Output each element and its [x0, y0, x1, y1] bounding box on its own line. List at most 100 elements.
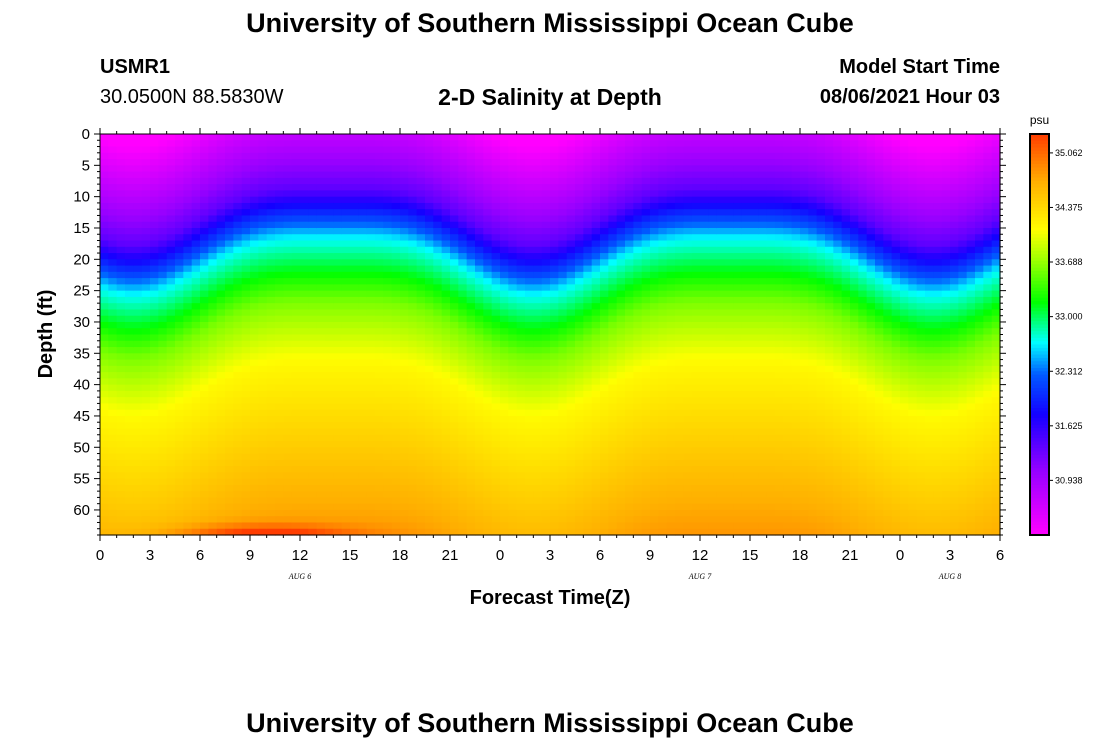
x-tick-label: 21	[842, 547, 859, 564]
colorbar-segment	[1030, 341, 1049, 346]
y-tick-label: 60	[73, 502, 90, 519]
y-tick-label: 15	[73, 220, 90, 237]
x-tick-label: 9	[246, 547, 254, 564]
colorbar-segment	[1030, 277, 1049, 282]
colorbar-segment	[1030, 160, 1049, 165]
colorbar-segment	[1030, 224, 1049, 229]
colorbar-segment	[1030, 134, 1049, 138]
y-tick-label: 20	[73, 251, 90, 268]
colorbar-segment	[1030, 247, 1049, 252]
colorbar-segment	[1030, 468, 1049, 473]
colorbar-segment	[1030, 281, 1049, 285]
colorbar-segment	[1030, 337, 1049, 342]
x-axis-label: Forecast Time(Z)	[470, 587, 631, 609]
colorbar-segment	[1030, 411, 1049, 416]
colorbar-segment	[1030, 200, 1049, 205]
colorbar-segment	[1030, 474, 1049, 479]
colorbar-segment	[1030, 524, 1049, 529]
colorbar-segment	[1030, 307, 1049, 312]
colorbar-segment	[1030, 484, 1049, 489]
colorbar-segment	[1030, 184, 1049, 189]
colorbar-segment	[1030, 471, 1049, 476]
colorbar-segment	[1030, 508, 1049, 513]
colorbar-segment	[1030, 237, 1049, 242]
x-tick-label: 0	[96, 547, 104, 564]
colorbar-segment	[1030, 287, 1049, 292]
colorbar-segment	[1030, 324, 1049, 329]
colorbar-segment	[1030, 354, 1049, 359]
colorbar-tick-label: 34.375	[1055, 202, 1083, 212]
y-tick-label: 10	[73, 189, 90, 206]
colorbar-segment	[1030, 384, 1049, 389]
colorbar-segment	[1030, 267, 1049, 272]
colorbar-segment	[1030, 421, 1049, 426]
y-tick-label: 25	[73, 283, 90, 300]
colorbar-segment	[1030, 521, 1049, 526]
y-tick-label: 45	[73, 408, 90, 425]
colorbar-segment	[1030, 531, 1049, 536]
colorbar-segment	[1030, 214, 1049, 219]
y-tick-label: 40	[73, 377, 90, 394]
colorbar-segment	[1030, 174, 1049, 179]
colorbar-segment	[1030, 518, 1049, 523]
x-tick-label: 6	[996, 547, 1004, 564]
colorbar-segment	[1030, 438, 1049, 443]
colorbar-segment	[1030, 327, 1049, 332]
colorbar-segment	[1030, 297, 1049, 302]
colorbar-segment	[1030, 431, 1049, 436]
colorbar-segment	[1030, 217, 1049, 222]
colorbar-segment	[1030, 511, 1049, 516]
x-tick-label: 6	[196, 547, 204, 564]
colorbar-segment	[1030, 481, 1049, 486]
y-axis-label: Depth (ft)	[35, 290, 57, 379]
colorbar-segment	[1030, 167, 1049, 172]
y-tick-label: 5	[82, 157, 90, 174]
colorbar-segment	[1030, 441, 1049, 446]
colorbar-segment	[1030, 394, 1049, 399]
colorbar-segment	[1030, 334, 1049, 339]
colorbar-segment	[1030, 514, 1049, 519]
x-tick-label: 6	[596, 547, 604, 564]
colorbar-segment	[1030, 391, 1049, 396]
page-title: University of Southern Mississippi Ocean…	[246, 8, 854, 38]
station-coordinates: 30.0500N 88.5830W	[100, 86, 284, 108]
colorbar-segment	[1030, 204, 1049, 209]
colorbar-tick-label: 33.000	[1055, 312, 1083, 322]
colorbar-unit: psu	[1030, 113, 1049, 127]
y-tick-label: 35	[73, 345, 90, 362]
colorbar-segment	[1030, 144, 1049, 148]
colorbar-segment	[1030, 257, 1049, 262]
colorbar-segment	[1030, 264, 1049, 269]
colorbar-segment	[1030, 498, 1049, 503]
colorbar-tick-label: 30.938	[1055, 475, 1083, 485]
x-tick-label: 3	[946, 547, 954, 564]
colorbar-segment	[1030, 444, 1049, 449]
colorbar-tick-label: 31.625	[1055, 421, 1083, 431]
colorbar-segment	[1030, 414, 1049, 419]
colorbar-segment	[1030, 491, 1049, 496]
colorbar-segment	[1030, 317, 1049, 322]
colorbar-segment	[1030, 147, 1049, 152]
colorbar-segment	[1030, 250, 1049, 255]
colorbar-segment	[1030, 234, 1049, 239]
colorbar-segment	[1030, 501, 1049, 506]
colorbar-segment	[1030, 190, 1049, 195]
colorbar-segment	[1030, 464, 1049, 469]
colorbar-segment	[1030, 434, 1049, 439]
colorbar-segment	[1030, 271, 1049, 275]
colorbar-segment	[1030, 197, 1049, 202]
date-label: AUG 8	[938, 572, 961, 581]
x-tick-label: 15	[742, 547, 759, 564]
colorbar-segment	[1030, 187, 1049, 192]
colorbar-segment	[1030, 240, 1049, 245]
x-axis: 0 3 6 9 12 15 18 21 0 3 6 9 12 15 18 21 0 3 6 AUG 6 AUG 7 AUG…	[96, 128, 1004, 581]
colorbar-tick-label: 35.062	[1055, 148, 1083, 158]
colorbar-segment	[1030, 230, 1049, 235]
colorbar-segment	[1030, 351, 1049, 356]
x-tick-label: 12	[292, 547, 309, 564]
colorbar-segment	[1030, 154, 1049, 158]
colorbar-segment	[1030, 418, 1049, 422]
colorbar: psu 35.062 34.375 33.688 33.000 32.312 31.625 3…	[1029, 113, 1083, 536]
colorbar-segment	[1030, 164, 1049, 169]
